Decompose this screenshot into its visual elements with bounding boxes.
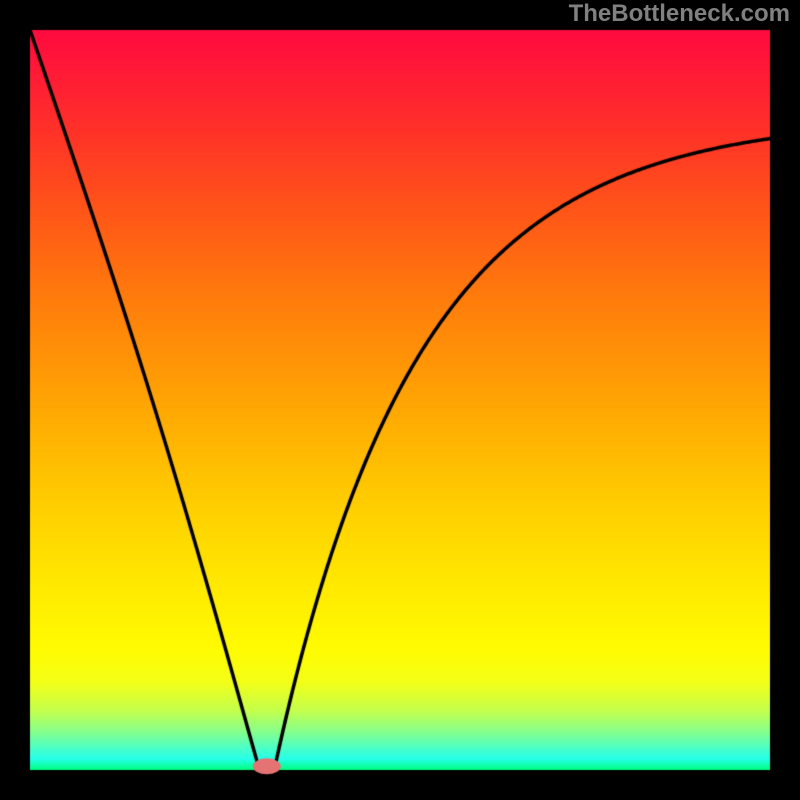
bottleneck-chart-canvas <box>0 0 800 800</box>
chart-canvas-container: TheBottleneck.com <box>0 0 800 800</box>
watermark-text: TheBottleneck.com <box>569 0 790 28</box>
